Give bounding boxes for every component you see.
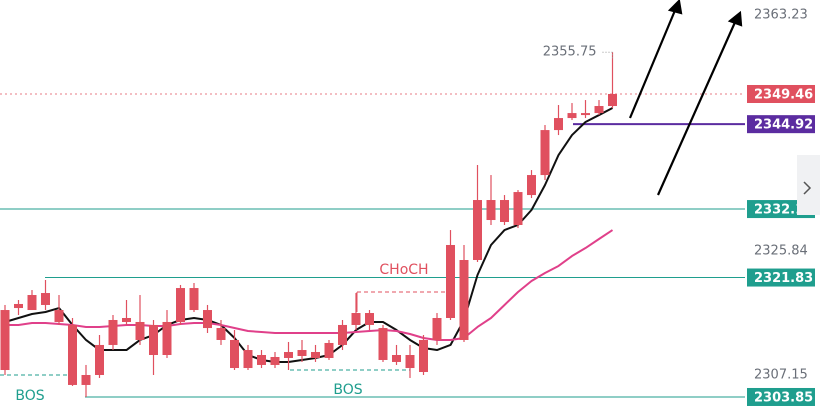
- arrows: [628, 0, 743, 196]
- candle-body: [392, 354, 401, 362]
- price-box: [747, 387, 815, 406]
- candle-body: [216, 328, 226, 340]
- y-tick-label: 2307.15: [754, 368, 808, 383]
- candle-body: [95, 344, 104, 375]
- candle-body: [284, 352, 293, 358]
- moving-average: [5, 229, 614, 341]
- candle-body: [378, 328, 388, 360]
- candle-body: [81, 374, 91, 385]
- y-tick-label: 2325.84: [754, 243, 808, 258]
- candle-body: [122, 317, 131, 322]
- candle-body: [14, 303, 23, 309]
- price-box: [747, 268, 815, 287]
- candle-body: [68, 324, 77, 385]
- structure-label: BOS: [15, 388, 44, 404]
- candle-body: [608, 93, 617, 107]
- candle-body: [149, 324, 158, 355]
- high-leader: [600, 51, 613, 59]
- candle-body: [270, 356, 280, 365]
- candle-body: [0, 310, 10, 371]
- y-tick-label: 2363.23: [754, 8, 808, 23]
- candle-body: [554, 118, 563, 131]
- candle-body: [135, 321, 145, 340]
- candle-body: [567, 113, 577, 119]
- candle-body: [351, 313, 361, 325]
- structure-label: BOS: [333, 382, 362, 398]
- price-box: [747, 115, 815, 134]
- candle-body: [311, 352, 320, 358]
- plot: BOS CHoCH BOS 2355.75 2307.15 2325.84 2363.23 2…: [0, 8, 815, 406]
- price-box-label: 2349.46: [754, 87, 813, 102]
- candle-body: [108, 319, 118, 345]
- candle-body: [365, 313, 374, 325]
- arrow: [628, 7, 678, 119]
- candle-body: [581, 113, 590, 116]
- candle-body: [257, 354, 266, 365]
- candle-body: [54, 310, 64, 322]
- candle-body: [189, 288, 199, 311]
- price-box-label: 2303.85: [754, 390, 813, 405]
- button-bg[interactable]: [797, 155, 820, 215]
- candle-body: [338, 324, 347, 345]
- candle-body: [594, 106, 604, 114]
- candle-body: [230, 339, 239, 369]
- candle-body: [527, 175, 536, 196]
- candle-body: [176, 288, 185, 322]
- candle-body: [540, 130, 550, 176]
- chevron[interactable]: [803, 181, 812, 195]
- candle-body: [243, 350, 253, 369]
- scroll-button[interactable]: [797, 155, 820, 215]
- candle-body: [513, 192, 523, 225]
- candle-body: [405, 354, 415, 369]
- price-box-label: 2344.92: [754, 118, 813, 133]
- price-box: [747, 84, 815, 103]
- arrow: [656, 19, 738, 196]
- arrow-head: [727, 10, 743, 27]
- candle-body: [324, 342, 334, 358]
- candle-body: [500, 200, 509, 223]
- candle-body: [432, 317, 442, 340]
- moving-average: [4, 107, 613, 363]
- price-box-label: 2321.83: [754, 271, 813, 286]
- candle-body: [27, 295, 37, 311]
- arrow-head: [667, 0, 683, 15]
- candle-body: [486, 200, 496, 221]
- structure-label: CHoCH: [379, 262, 428, 278]
- candle-body: [41, 293, 50, 305]
- candle-body: [297, 350, 307, 356]
- high-label: 2355.75: [543, 45, 597, 60]
- candle-body: [459, 260, 469, 340]
- candle-body: [162, 321, 172, 355]
- candle-body: [446, 244, 455, 318]
- candle-body: [203, 310, 212, 329]
- candle-body: [473, 200, 482, 261]
- candle-body: [419, 339, 428, 373]
